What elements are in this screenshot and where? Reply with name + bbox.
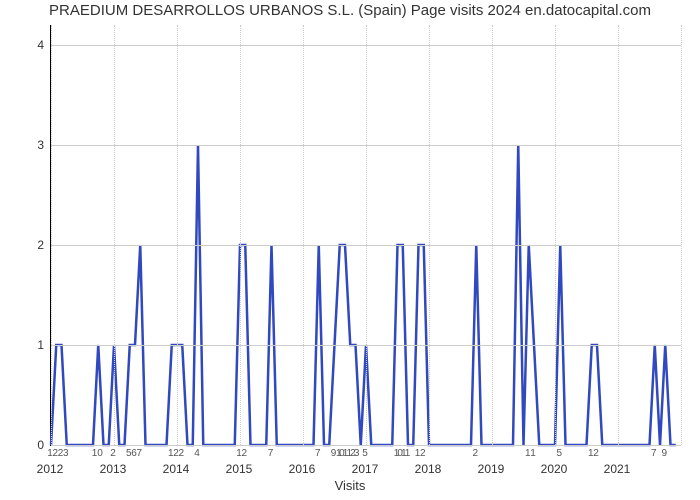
xtick-minor-label: 3 <box>354 448 360 459</box>
x-axis-label: Visits <box>0 478 700 493</box>
gridline-v <box>429 25 430 445</box>
gridline-v <box>366 25 367 445</box>
xtick-major-label: 2017 <box>352 462 379 476</box>
xtick-minor-label: 7 <box>315 448 321 459</box>
xtick-minor-label: 3 <box>63 448 69 459</box>
xtick-minor-label: 7 <box>651 448 657 459</box>
gridline-v <box>681 25 682 445</box>
ytick-label: 4 <box>4 38 44 52</box>
xtick-minor-label: 2 <box>178 448 184 459</box>
xtick-minor-label: 2 <box>472 448 478 459</box>
xtick-minor-label: 2 <box>593 448 599 459</box>
gridline-v <box>240 25 241 445</box>
xtick-major-label: 2020 <box>541 462 568 476</box>
chart-title: PRAEDIUM DESARROLLOS URBANOS S.L. (Spain… <box>0 2 700 19</box>
xtick-minor-label: 4 <box>194 448 200 459</box>
xtick-minor-label: 5 <box>362 448 368 459</box>
visits-series <box>51 145 676 445</box>
xtick-minor-label: 7 <box>268 448 274 459</box>
xtick-minor-label: 2 <box>420 448 426 459</box>
xtick-minor-label: 2 <box>241 448 247 459</box>
xtick-minor-label: 1 <box>530 448 536 459</box>
gridline-v <box>555 25 556 445</box>
gridline-v <box>114 25 115 445</box>
xtick-major-label: 2014 <box>163 462 190 476</box>
gridline-v <box>177 25 178 445</box>
ytick-label: 0 <box>4 438 44 452</box>
xtick-major-label: 2016 <box>289 462 316 476</box>
xtick-major-label: 2015 <box>226 462 253 476</box>
xtick-minor-label: 5 <box>556 448 562 459</box>
ytick-label: 2 <box>4 238 44 252</box>
plot-area <box>50 25 681 446</box>
xtick-minor-label: 9 <box>661 448 667 459</box>
ytick-label: 1 <box>4 338 44 352</box>
xtick-major-label: 2018 <box>415 462 442 476</box>
xtick-major-label: 2012 <box>37 462 64 476</box>
gridline-h <box>51 445 681 446</box>
gridline-v <box>303 25 304 445</box>
xtick-minor-label: 10 <box>92 448 103 459</box>
gridline-v <box>492 25 493 445</box>
xtick-major-label: 2021 <box>604 462 631 476</box>
gridline-v <box>51 25 52 445</box>
xtick-minor-label: 7 <box>136 448 142 459</box>
xtick-major-label: 2013 <box>100 462 127 476</box>
xtick-major-label: 2019 <box>478 462 505 476</box>
xtick-minor-label: 2 <box>110 448 116 459</box>
xtick-minor-label: 1 <box>405 448 411 459</box>
ytick-label: 3 <box>4 138 44 152</box>
chart-root: PRAEDIUM DESARROLLOS URBANOS S.L. (Spain… <box>0 0 700 500</box>
gridline-v <box>618 25 619 445</box>
